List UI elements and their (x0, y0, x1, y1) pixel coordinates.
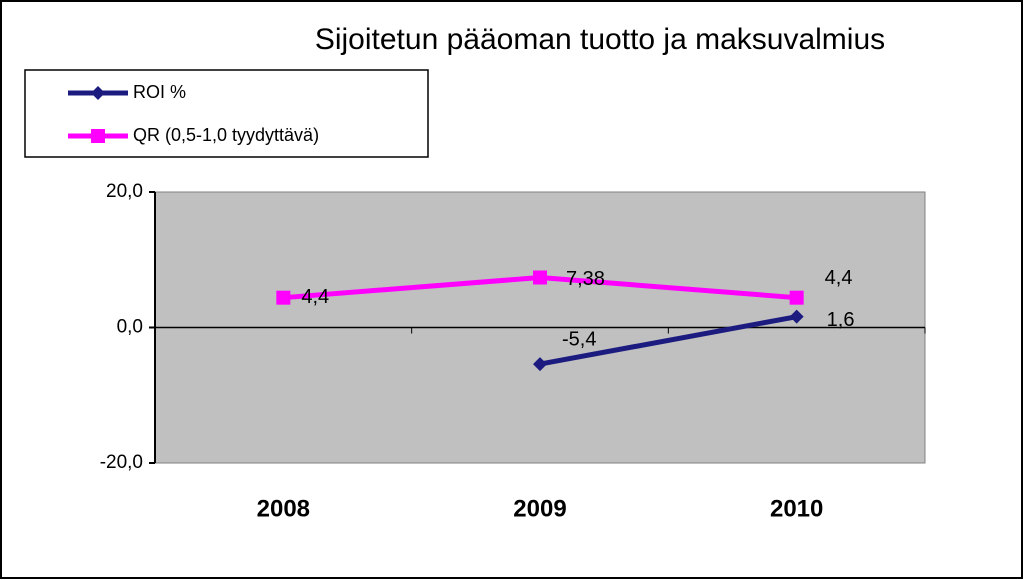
legend-marker (91, 86, 105, 100)
data-point (533, 270, 547, 285)
y-tick-label: 20,0 (106, 181, 143, 202)
chart-title: Sijoitetun pääoman tuotto ja maksuvalmiu… (315, 23, 885, 56)
data-point (533, 357, 547, 372)
data-point (789, 290, 804, 305)
data-label: 7,38 (566, 268, 605, 290)
data-label: 1,6 (827, 309, 855, 331)
legend-marker (91, 129, 105, 143)
x-tick-label: 2009 (513, 495, 566, 522)
data-point (789, 309, 804, 324)
data-label: 4,4 (825, 267, 853, 289)
legend-label: ROI % (133, 82, 186, 102)
data-label: -5,4 (562, 328, 596, 350)
y-tick-label: -20,0 (100, 452, 143, 473)
series-line (539, 314, 798, 367)
x-tick-label: 2008 (257, 495, 310, 522)
y-tick-label: 0,0 (117, 317, 143, 338)
data-label: 4,4 (301, 286, 329, 308)
x-tick-label: 2010 (770, 495, 823, 522)
legend-label: QR (0,5-1,0 tyydyttävä) (133, 125, 319, 145)
data-point (276, 290, 291, 305)
